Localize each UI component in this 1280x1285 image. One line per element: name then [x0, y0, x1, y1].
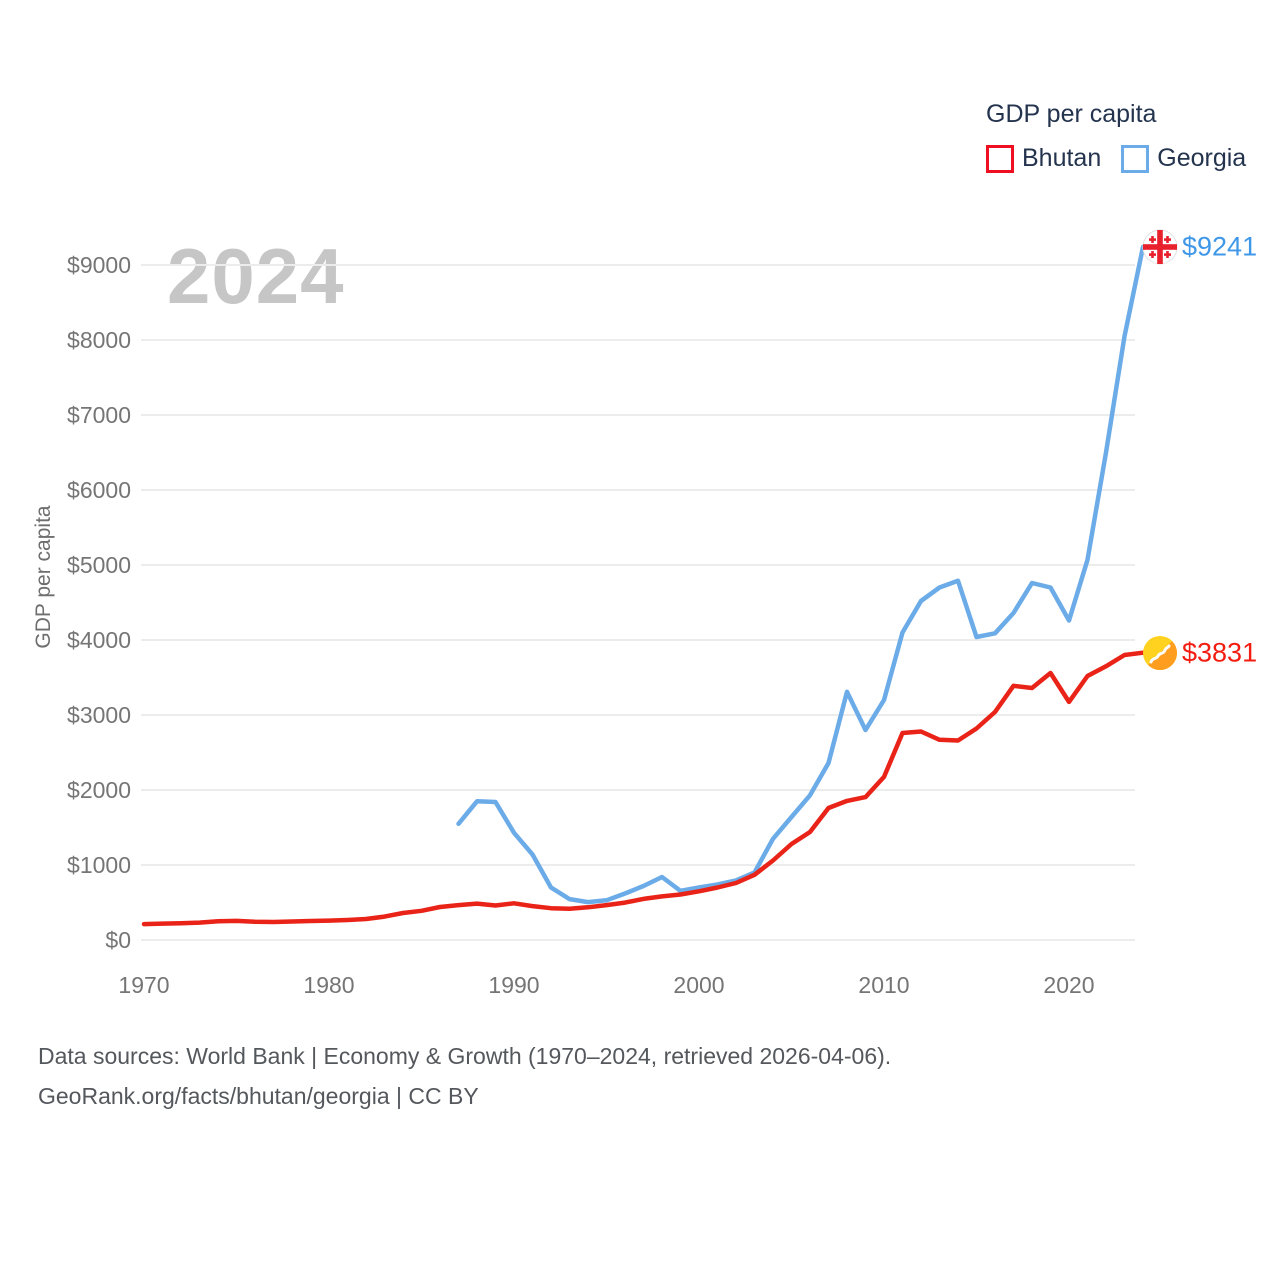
legend-item-georgia[interactable]: Georgia: [1121, 144, 1246, 173]
legend-label-georgia: Georgia: [1157, 144, 1247, 172]
year-watermark: 2024: [167, 232, 345, 320]
y-axis-title: GDP per capita: [32, 505, 55, 649]
y-tick-label: $6000: [67, 477, 131, 503]
bhutan-end-value-label: $3831: [1182, 637, 1258, 668]
x-tick-label: 1970: [118, 972, 169, 998]
y-tick-label: $4000: [67, 627, 131, 653]
x-tick-label: 2000: [673, 972, 724, 998]
footer-attribution-line: GeoRank.org/facts/bhutan/georgia | CC BY: [38, 1083, 479, 1109]
georgia-end-value-label: $9241: [1182, 231, 1258, 262]
y-tick-label: $0: [105, 927, 131, 953]
chart-footer: Data sources: World Bank | Economy & Gro…: [38, 1036, 891, 1116]
legend-items: Bhutan Georgia: [986, 144, 1246, 173]
y-tick-label: $8000: [67, 327, 131, 353]
y-tick-label: $3000: [67, 702, 131, 728]
x-tick-label: 1990: [488, 972, 539, 998]
series-line-bhutan: [141, 650, 1155, 927]
legend-item-bhutan[interactable]: Bhutan: [986, 144, 1101, 173]
x-tick-label: 2020: [1043, 972, 1094, 998]
legend-label-bhutan: Bhutan: [1022, 144, 1102, 172]
x-tick-label: 1980: [303, 972, 354, 998]
y-tick-label: $1000: [67, 852, 131, 878]
bhutan-series-swatch: [986, 144, 1014, 173]
series-line-georgia: [456, 244, 1155, 905]
legend-title: GDP per capita: [986, 100, 1157, 128]
y-tick-label: $7000: [67, 402, 131, 428]
y-tick-label: $5000: [67, 552, 131, 578]
x-tick-label: 2010: [858, 972, 909, 998]
bhutan-flag-icon: [1142, 635, 1178, 671]
y-tick-label: $9000: [67, 252, 131, 278]
georgia-flag-icon: [1142, 229, 1178, 265]
chart-legend: GDP per capita Bhutan Georgia: [986, 100, 1246, 173]
y-tick-label: $2000: [67, 777, 131, 803]
footer-sources-line: Data sources: World Bank | Economy & Gro…: [38, 1043, 892, 1069]
georgia-series-swatch: [1121, 144, 1150, 173]
